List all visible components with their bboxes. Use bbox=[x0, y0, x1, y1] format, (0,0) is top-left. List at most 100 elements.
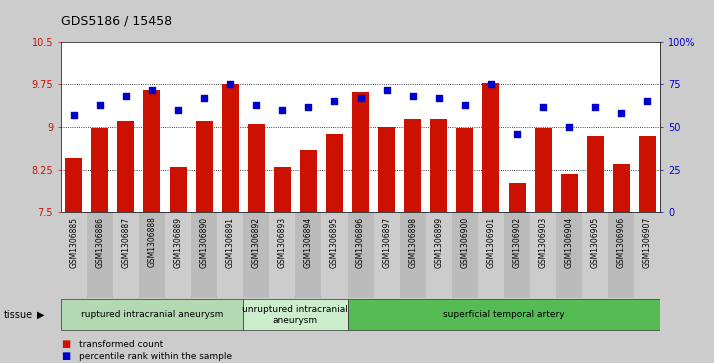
Bar bbox=[378, 127, 395, 212]
Bar bbox=[587, 136, 604, 212]
Point bbox=[146, 87, 158, 93]
Point bbox=[511, 131, 523, 137]
Bar bbox=[582, 212, 608, 298]
Bar bbox=[296, 212, 321, 298]
Bar bbox=[91, 128, 109, 212]
Text: GSM1306892: GSM1306892 bbox=[252, 217, 261, 268]
Text: GSM1306897: GSM1306897 bbox=[382, 217, 391, 268]
Bar bbox=[243, 299, 348, 330]
Bar bbox=[61, 212, 87, 298]
Bar bbox=[456, 128, 473, 212]
Bar bbox=[634, 212, 660, 298]
Bar bbox=[321, 212, 348, 298]
Text: GSM1306894: GSM1306894 bbox=[304, 217, 313, 268]
Text: GSM1306893: GSM1306893 bbox=[278, 217, 287, 268]
Text: unruptured intracranial
aneurysm: unruptured intracranial aneurysm bbox=[243, 305, 348, 325]
Bar bbox=[348, 299, 660, 330]
Bar bbox=[608, 212, 634, 298]
Bar bbox=[508, 183, 526, 212]
Bar bbox=[452, 212, 478, 298]
Bar bbox=[165, 212, 191, 298]
Bar bbox=[404, 118, 421, 212]
Bar bbox=[300, 150, 317, 212]
Point bbox=[407, 93, 418, 99]
Point bbox=[590, 104, 601, 110]
Bar bbox=[274, 167, 291, 212]
Bar bbox=[61, 299, 243, 330]
Point bbox=[433, 95, 445, 101]
Point bbox=[251, 102, 262, 108]
Bar bbox=[426, 212, 452, 298]
Bar bbox=[196, 121, 213, 212]
Text: GDS5186 / 15458: GDS5186 / 15458 bbox=[61, 15, 172, 28]
Point bbox=[303, 104, 314, 110]
Text: GSM1306885: GSM1306885 bbox=[69, 217, 79, 268]
Text: GSM1306901: GSM1306901 bbox=[486, 217, 496, 268]
Bar bbox=[248, 124, 265, 212]
Point bbox=[224, 82, 236, 87]
Text: percentile rank within the sample: percentile rank within the sample bbox=[79, 352, 231, 361]
Text: GSM1306906: GSM1306906 bbox=[617, 217, 626, 268]
Text: ■: ■ bbox=[61, 339, 70, 349]
Text: GSM1306891: GSM1306891 bbox=[226, 217, 235, 268]
Bar bbox=[530, 212, 556, 298]
Bar bbox=[400, 212, 426, 298]
Point bbox=[486, 82, 497, 87]
Text: tissue: tissue bbox=[4, 310, 33, 320]
Point bbox=[276, 107, 288, 113]
Bar bbox=[556, 212, 582, 298]
Text: GSM1306903: GSM1306903 bbox=[538, 217, 548, 268]
Bar bbox=[373, 212, 400, 298]
Bar bbox=[191, 212, 217, 298]
Bar bbox=[87, 212, 113, 298]
Text: GSM1306890: GSM1306890 bbox=[200, 217, 208, 268]
Bar bbox=[113, 212, 139, 298]
Text: GSM1306904: GSM1306904 bbox=[565, 217, 573, 268]
Text: ■: ■ bbox=[61, 351, 70, 362]
Point bbox=[615, 110, 627, 116]
Bar bbox=[169, 167, 186, 212]
Point bbox=[563, 124, 575, 130]
Bar bbox=[352, 92, 369, 212]
Text: GSM1306888: GSM1306888 bbox=[148, 217, 156, 268]
Text: GSM1306905: GSM1306905 bbox=[590, 217, 600, 268]
Point bbox=[120, 93, 131, 99]
Bar bbox=[269, 212, 296, 298]
Bar bbox=[222, 85, 238, 212]
Bar bbox=[217, 212, 243, 298]
Point bbox=[459, 102, 471, 108]
Point bbox=[381, 87, 393, 93]
Text: GSM1306898: GSM1306898 bbox=[408, 217, 417, 268]
Bar bbox=[560, 174, 578, 212]
Text: GSM1306896: GSM1306896 bbox=[356, 217, 365, 268]
Text: GSM1306899: GSM1306899 bbox=[434, 217, 443, 268]
Bar bbox=[326, 134, 343, 212]
Point bbox=[642, 98, 653, 105]
Text: ▶: ▶ bbox=[37, 310, 45, 320]
Bar bbox=[144, 90, 161, 212]
Text: GSM1306902: GSM1306902 bbox=[513, 217, 521, 268]
Bar bbox=[478, 212, 504, 298]
Text: transformed count: transformed count bbox=[79, 340, 163, 348]
Point bbox=[328, 98, 340, 105]
Point bbox=[68, 112, 79, 118]
Text: GSM1306887: GSM1306887 bbox=[121, 217, 131, 268]
Text: superficial temporal artery: superficial temporal artery bbox=[443, 310, 565, 319]
Bar bbox=[65, 158, 82, 212]
Bar bbox=[639, 136, 656, 212]
Text: GSM1306886: GSM1306886 bbox=[95, 217, 104, 268]
Point bbox=[355, 95, 366, 101]
Text: ruptured intracranial aneurysm: ruptured intracranial aneurysm bbox=[81, 310, 223, 319]
Point bbox=[538, 104, 549, 110]
Bar bbox=[504, 212, 530, 298]
Bar bbox=[139, 212, 165, 298]
Bar bbox=[535, 128, 552, 212]
Point bbox=[94, 102, 106, 108]
Text: GSM1306889: GSM1306889 bbox=[174, 217, 183, 268]
Bar bbox=[483, 83, 499, 212]
Bar bbox=[613, 164, 630, 212]
Bar bbox=[431, 118, 447, 212]
Point bbox=[198, 95, 210, 101]
Bar bbox=[243, 212, 269, 298]
Point bbox=[172, 107, 183, 113]
